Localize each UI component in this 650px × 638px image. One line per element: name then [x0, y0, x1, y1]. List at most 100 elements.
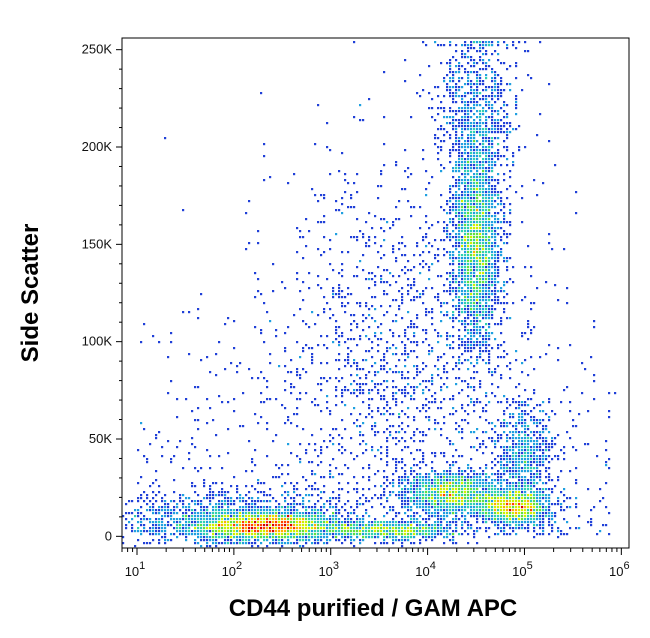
data-point: [512, 506, 515, 509]
data-point: [482, 47, 485, 50]
data-point: [236, 488, 239, 491]
data-point: [170, 512, 173, 515]
data-point: [473, 257, 476, 260]
data-point: [458, 80, 461, 83]
data-point: [473, 149, 476, 152]
data-point: [497, 119, 500, 122]
data-point: [491, 194, 494, 197]
data-point: [374, 527, 377, 530]
data-point: [380, 398, 383, 401]
data-point: [317, 383, 320, 386]
data-point: [479, 191, 482, 194]
data-point: [431, 377, 434, 380]
data-point: [410, 473, 413, 476]
data-point: [242, 518, 245, 521]
data-point: [548, 233, 551, 236]
data-point: [488, 248, 491, 251]
data-point: [470, 362, 473, 365]
data-point: [464, 170, 467, 173]
data-point: [341, 296, 344, 299]
data-point: [446, 236, 449, 239]
data-point: [386, 542, 389, 545]
data-point: [479, 281, 482, 284]
data-point: [488, 371, 491, 374]
data-point: [482, 338, 485, 341]
data-point: [365, 305, 368, 308]
data-point: [224, 521, 227, 524]
data-point: [437, 524, 440, 527]
data-point: [455, 110, 458, 113]
data-point: [479, 257, 482, 260]
data-point: [485, 485, 488, 488]
data-point: [464, 218, 467, 221]
data-point: [437, 137, 440, 140]
data-point: [161, 518, 164, 521]
data-point: [443, 368, 446, 371]
data-point: [470, 233, 473, 236]
data-point: [464, 272, 467, 275]
data-point: [476, 251, 479, 254]
data-point: [485, 218, 488, 221]
data-point: [467, 83, 470, 86]
data-point: [386, 437, 389, 440]
data-point: [413, 515, 416, 518]
data-point: [392, 248, 395, 251]
data-point: [467, 542, 470, 545]
data-point: [479, 92, 482, 95]
data-point: [257, 242, 260, 245]
data-point: [407, 167, 410, 170]
data-point: [374, 425, 377, 428]
data-point: [449, 251, 452, 254]
data-point: [284, 542, 287, 545]
data-point: [521, 455, 524, 458]
data-point: [401, 476, 404, 479]
data-point: [461, 509, 464, 512]
data-point: [548, 83, 551, 86]
data-point: [158, 530, 161, 533]
data-point: [323, 527, 326, 530]
data-point: [455, 503, 458, 506]
data-point: [476, 203, 479, 206]
data-point: [479, 491, 482, 494]
data-point: [254, 512, 257, 515]
data-point: [227, 527, 230, 530]
data-point: [536, 194, 539, 197]
data-point: [443, 482, 446, 485]
data-point: [536, 467, 539, 470]
data-point: [305, 452, 308, 455]
data-point: [434, 239, 437, 242]
data-point: [512, 488, 515, 491]
data-point: [173, 527, 176, 530]
data-point: [506, 83, 509, 86]
data-point: [515, 464, 518, 467]
data-point: [530, 449, 533, 452]
data-point: [563, 494, 566, 497]
data-point: [527, 50, 530, 53]
data-point: [485, 473, 488, 476]
data-point: [227, 530, 230, 533]
data-point: [344, 311, 347, 314]
data-point: [482, 194, 485, 197]
data-point: [473, 119, 476, 122]
data-point: [473, 95, 476, 98]
data-point: [359, 533, 362, 536]
data-point: [446, 509, 449, 512]
data-point: [221, 503, 224, 506]
data-point: [467, 497, 470, 500]
data-point: [422, 158, 425, 161]
data-point: [434, 143, 437, 146]
data-point: [407, 530, 410, 533]
data-point: [350, 536, 353, 539]
data-point: [305, 533, 308, 536]
data-point: [494, 74, 497, 77]
data-point: [179, 530, 182, 533]
data-point: [350, 506, 353, 509]
data-point: [479, 290, 482, 293]
data-point: [137, 509, 140, 512]
data-point: [314, 521, 317, 524]
data-point: [491, 254, 494, 257]
data-point: [287, 518, 290, 521]
data-point: [482, 164, 485, 167]
data-point: [485, 98, 488, 101]
data-point: [416, 407, 419, 410]
